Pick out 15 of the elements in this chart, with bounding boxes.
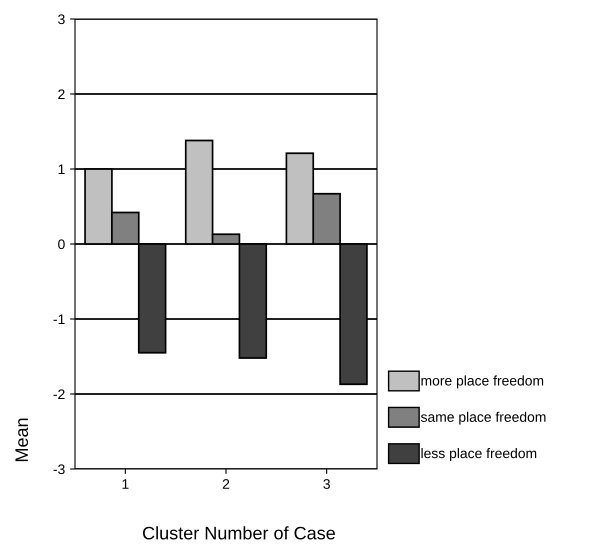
x-tick-label: 1 (122, 479, 129, 489)
y-tick-label: -2 (54, 389, 65, 400)
x-tick-label: 3 (323, 479, 330, 489)
y-tick-label: 2 (58, 89, 65, 100)
y-tick-label: 3 (58, 14, 65, 24)
y-tick-label: -3 (54, 464, 65, 474)
x-axis-title: Cluster Number of Case (142, 526, 335, 540)
y-axis-title: Mean (15, 418, 28, 462)
x-tick-label: 2 (222, 479, 230, 489)
legend-label: more place freedom (421, 375, 544, 388)
legend-label: same place freedom (420, 412, 546, 425)
y-tick-label: 0 (58, 239, 65, 250)
legend-label: less place freedom (421, 448, 536, 461)
y-tick-label: -1 (54, 314, 65, 324)
y-tick-label: 1 (58, 164, 65, 174)
